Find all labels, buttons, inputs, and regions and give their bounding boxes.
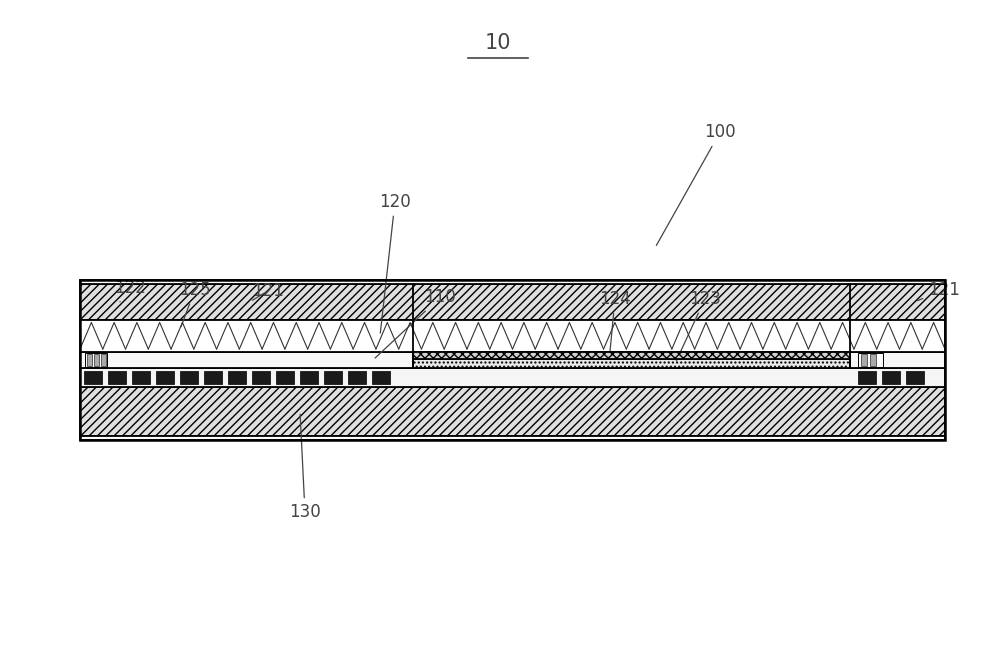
Bar — [372, 371, 390, 384]
Bar — [80, 387, 945, 436]
Text: 123: 123 — [676, 290, 721, 361]
Bar — [882, 371, 900, 384]
Bar — [858, 353, 883, 367]
Bar — [80, 436, 945, 440]
Bar — [80, 280, 945, 440]
Text: 100: 100 — [656, 123, 736, 245]
Bar — [300, 371, 318, 384]
Bar — [324, 371, 342, 384]
Bar — [348, 371, 366, 384]
Bar — [858, 371, 876, 384]
Bar — [85, 353, 107, 367]
Text: 10: 10 — [485, 33, 511, 53]
Bar — [413, 359, 850, 368]
Text: 124: 124 — [599, 290, 631, 352]
Bar — [80, 368, 945, 387]
Text: 110: 110 — [375, 288, 456, 358]
Bar — [413, 352, 850, 359]
Bar — [180, 371, 198, 384]
Bar — [156, 371, 174, 384]
Bar — [252, 371, 270, 384]
Text: 121: 121 — [918, 280, 960, 301]
Bar — [870, 354, 876, 366]
Bar — [101, 354, 106, 366]
Text: 120: 120 — [379, 192, 411, 333]
Bar — [108, 371, 126, 384]
Bar — [204, 371, 222, 384]
Bar — [276, 371, 294, 384]
Text: 121: 121 — [252, 282, 284, 300]
Bar — [228, 371, 246, 384]
Text: 130: 130 — [289, 414, 321, 522]
Bar — [80, 320, 945, 352]
Bar — [80, 280, 945, 284]
Bar — [132, 371, 150, 384]
Bar — [80, 284, 945, 320]
Bar — [87, 354, 92, 366]
Bar — [861, 354, 867, 366]
Bar — [850, 352, 945, 368]
Bar — [80, 352, 413, 368]
Text: 125: 125 — [179, 280, 211, 327]
Bar — [906, 371, 924, 384]
Bar — [84, 371, 102, 384]
Bar — [94, 354, 99, 366]
Text: 122: 122 — [114, 278, 146, 301]
